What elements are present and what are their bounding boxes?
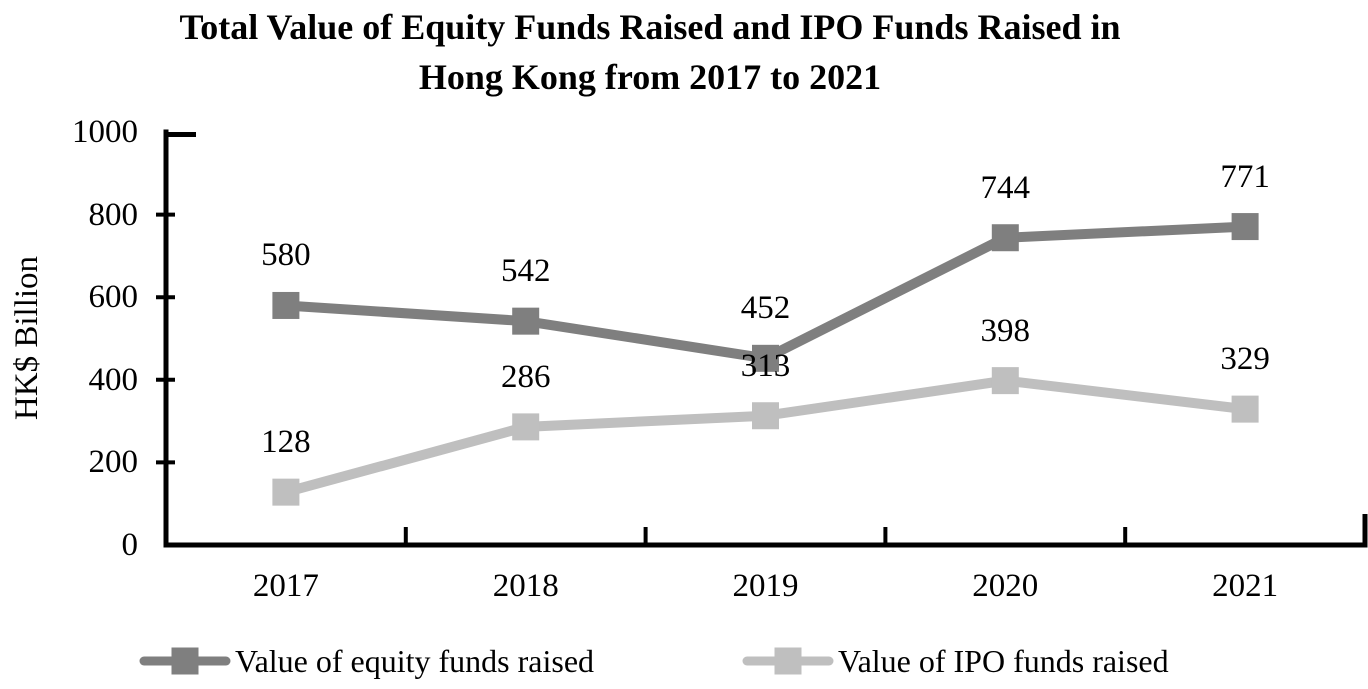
y-tick-label: 800 — [88, 196, 139, 233]
data-label: 329 — [1220, 341, 1270, 378]
x-tick-label: 2017 — [252, 568, 319, 604]
x-tick-label: 2019 — [732, 568, 799, 604]
legend-label-equity-funds: Value of equity funds raised — [235, 643, 595, 679]
y-tick-label: 0 — [121, 527, 139, 563]
y-tick-label: 200 — [88, 444, 139, 481]
series-marker — [272, 478, 300, 506]
data-label: 452 — [740, 290, 791, 327]
series-marker — [1231, 213, 1259, 241]
legend-square — [171, 647, 199, 675]
x-tick-label: 2018 — [492, 568, 559, 604]
chart-title-line1: Total Value of Equity Funds Raised and I… — [179, 7, 1121, 47]
series-line-1 — [280, 375, 1251, 498]
legend-marker-ipo-icon — [742, 647, 834, 675]
data-label: 313 — [740, 347, 791, 384]
y-tick-label: 1000 — [72, 114, 138, 150]
series-marker — [512, 307, 540, 335]
legend: Value of equity funds raised Value of IP… — [0, 640, 1368, 686]
series-marker — [272, 291, 300, 319]
data-label: 580 — [261, 237, 311, 274]
data-label: 744 — [980, 169, 1031, 206]
x-tick-label: 2020 — [972, 568, 1039, 604]
legend-marker-equity-icon — [139, 647, 231, 675]
y-tick-label: 400 — [88, 361, 139, 398]
legend-label-ipo-funds: Value of IPO funds raised — [838, 643, 1169, 679]
data-label: 542 — [500, 253, 551, 290]
data-label: 128 — [261, 424, 311, 461]
series-marker — [991, 367, 1019, 395]
data-label: 771 — [1220, 158, 1270, 195]
y-tick-label: 600 — [88, 279, 139, 316]
series-marker — [991, 224, 1019, 252]
series-marker — [1231, 395, 1259, 423]
chart-title: Total Value of Equity Funds Raised and I… — [0, 2, 1300, 102]
series-marker — [752, 402, 779, 430]
legend-square — [774, 647, 802, 675]
data-label: 398 — [980, 312, 1031, 349]
x-tick-label: 2021 — [1212, 568, 1279, 604]
data-label: 286 — [500, 358, 551, 395]
series-marker — [752, 344, 779, 372]
legend-item-ipo-funds: Value of IPO funds raised — [742, 640, 1169, 682]
legend-item-equity-funds: Value of equity funds raised — [139, 640, 594, 682]
chart-title-line2: Hong Kong from 2017 to 2021 — [418, 57, 882, 97]
series-marker — [512, 413, 540, 441]
